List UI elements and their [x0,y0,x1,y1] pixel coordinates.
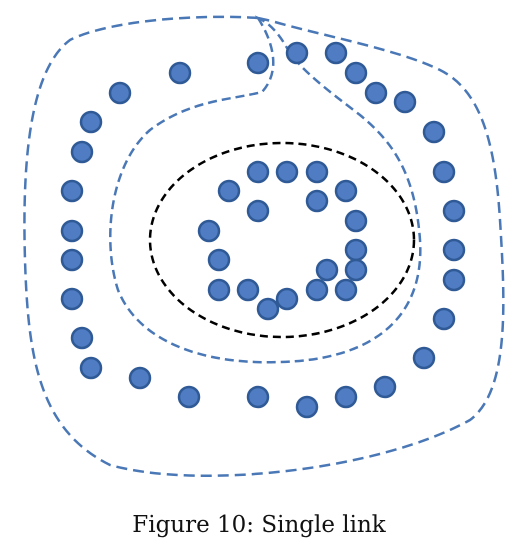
data-point [442,268,466,292]
data-point [168,61,192,85]
data-point [60,179,84,203]
data-point [324,41,348,65]
data-point [246,160,270,184]
data-point [334,385,358,409]
data-point [79,110,103,134]
data-point [207,278,231,302]
data-point [364,81,388,105]
data-point [236,278,260,302]
clustering-diagram [23,15,505,478]
data-point [305,278,329,302]
outer-cluster-outline [23,15,505,478]
data-point [393,90,417,114]
data-point [246,385,270,409]
figure-caption: Figure 10: Single link [132,512,386,538]
data-point [344,209,368,233]
data-point [344,238,368,262]
data-point [60,287,84,311]
data-point [207,248,231,272]
data-point [412,346,436,370]
data-point [442,199,466,223]
data-point [315,258,339,282]
data-point [108,81,132,105]
data-point [177,385,201,409]
data-point [442,238,466,262]
data-point [295,395,319,419]
data-point [60,219,84,243]
data-point [432,307,456,331]
data-point [344,258,368,282]
data-points [60,41,466,419]
data-point [305,160,329,184]
data-point [246,51,270,75]
data-point [344,61,368,85]
inner-cluster-ellipse [148,141,416,339]
data-point [334,278,358,302]
data-point [373,375,397,399]
data-point [275,160,299,184]
data-point [285,41,309,65]
data-point [275,287,299,311]
data-point [128,366,152,390]
data-point [70,326,94,350]
data-point [422,120,446,144]
data-point [305,189,329,213]
data-point [60,248,84,272]
data-point [256,297,280,321]
data-point [79,356,103,380]
data-point [432,160,456,184]
middle-cluster-outline [109,15,422,364]
data-point [217,179,241,203]
data-point [246,199,270,223]
data-point [197,219,221,243]
data-point [70,140,94,164]
data-point [334,179,358,203]
